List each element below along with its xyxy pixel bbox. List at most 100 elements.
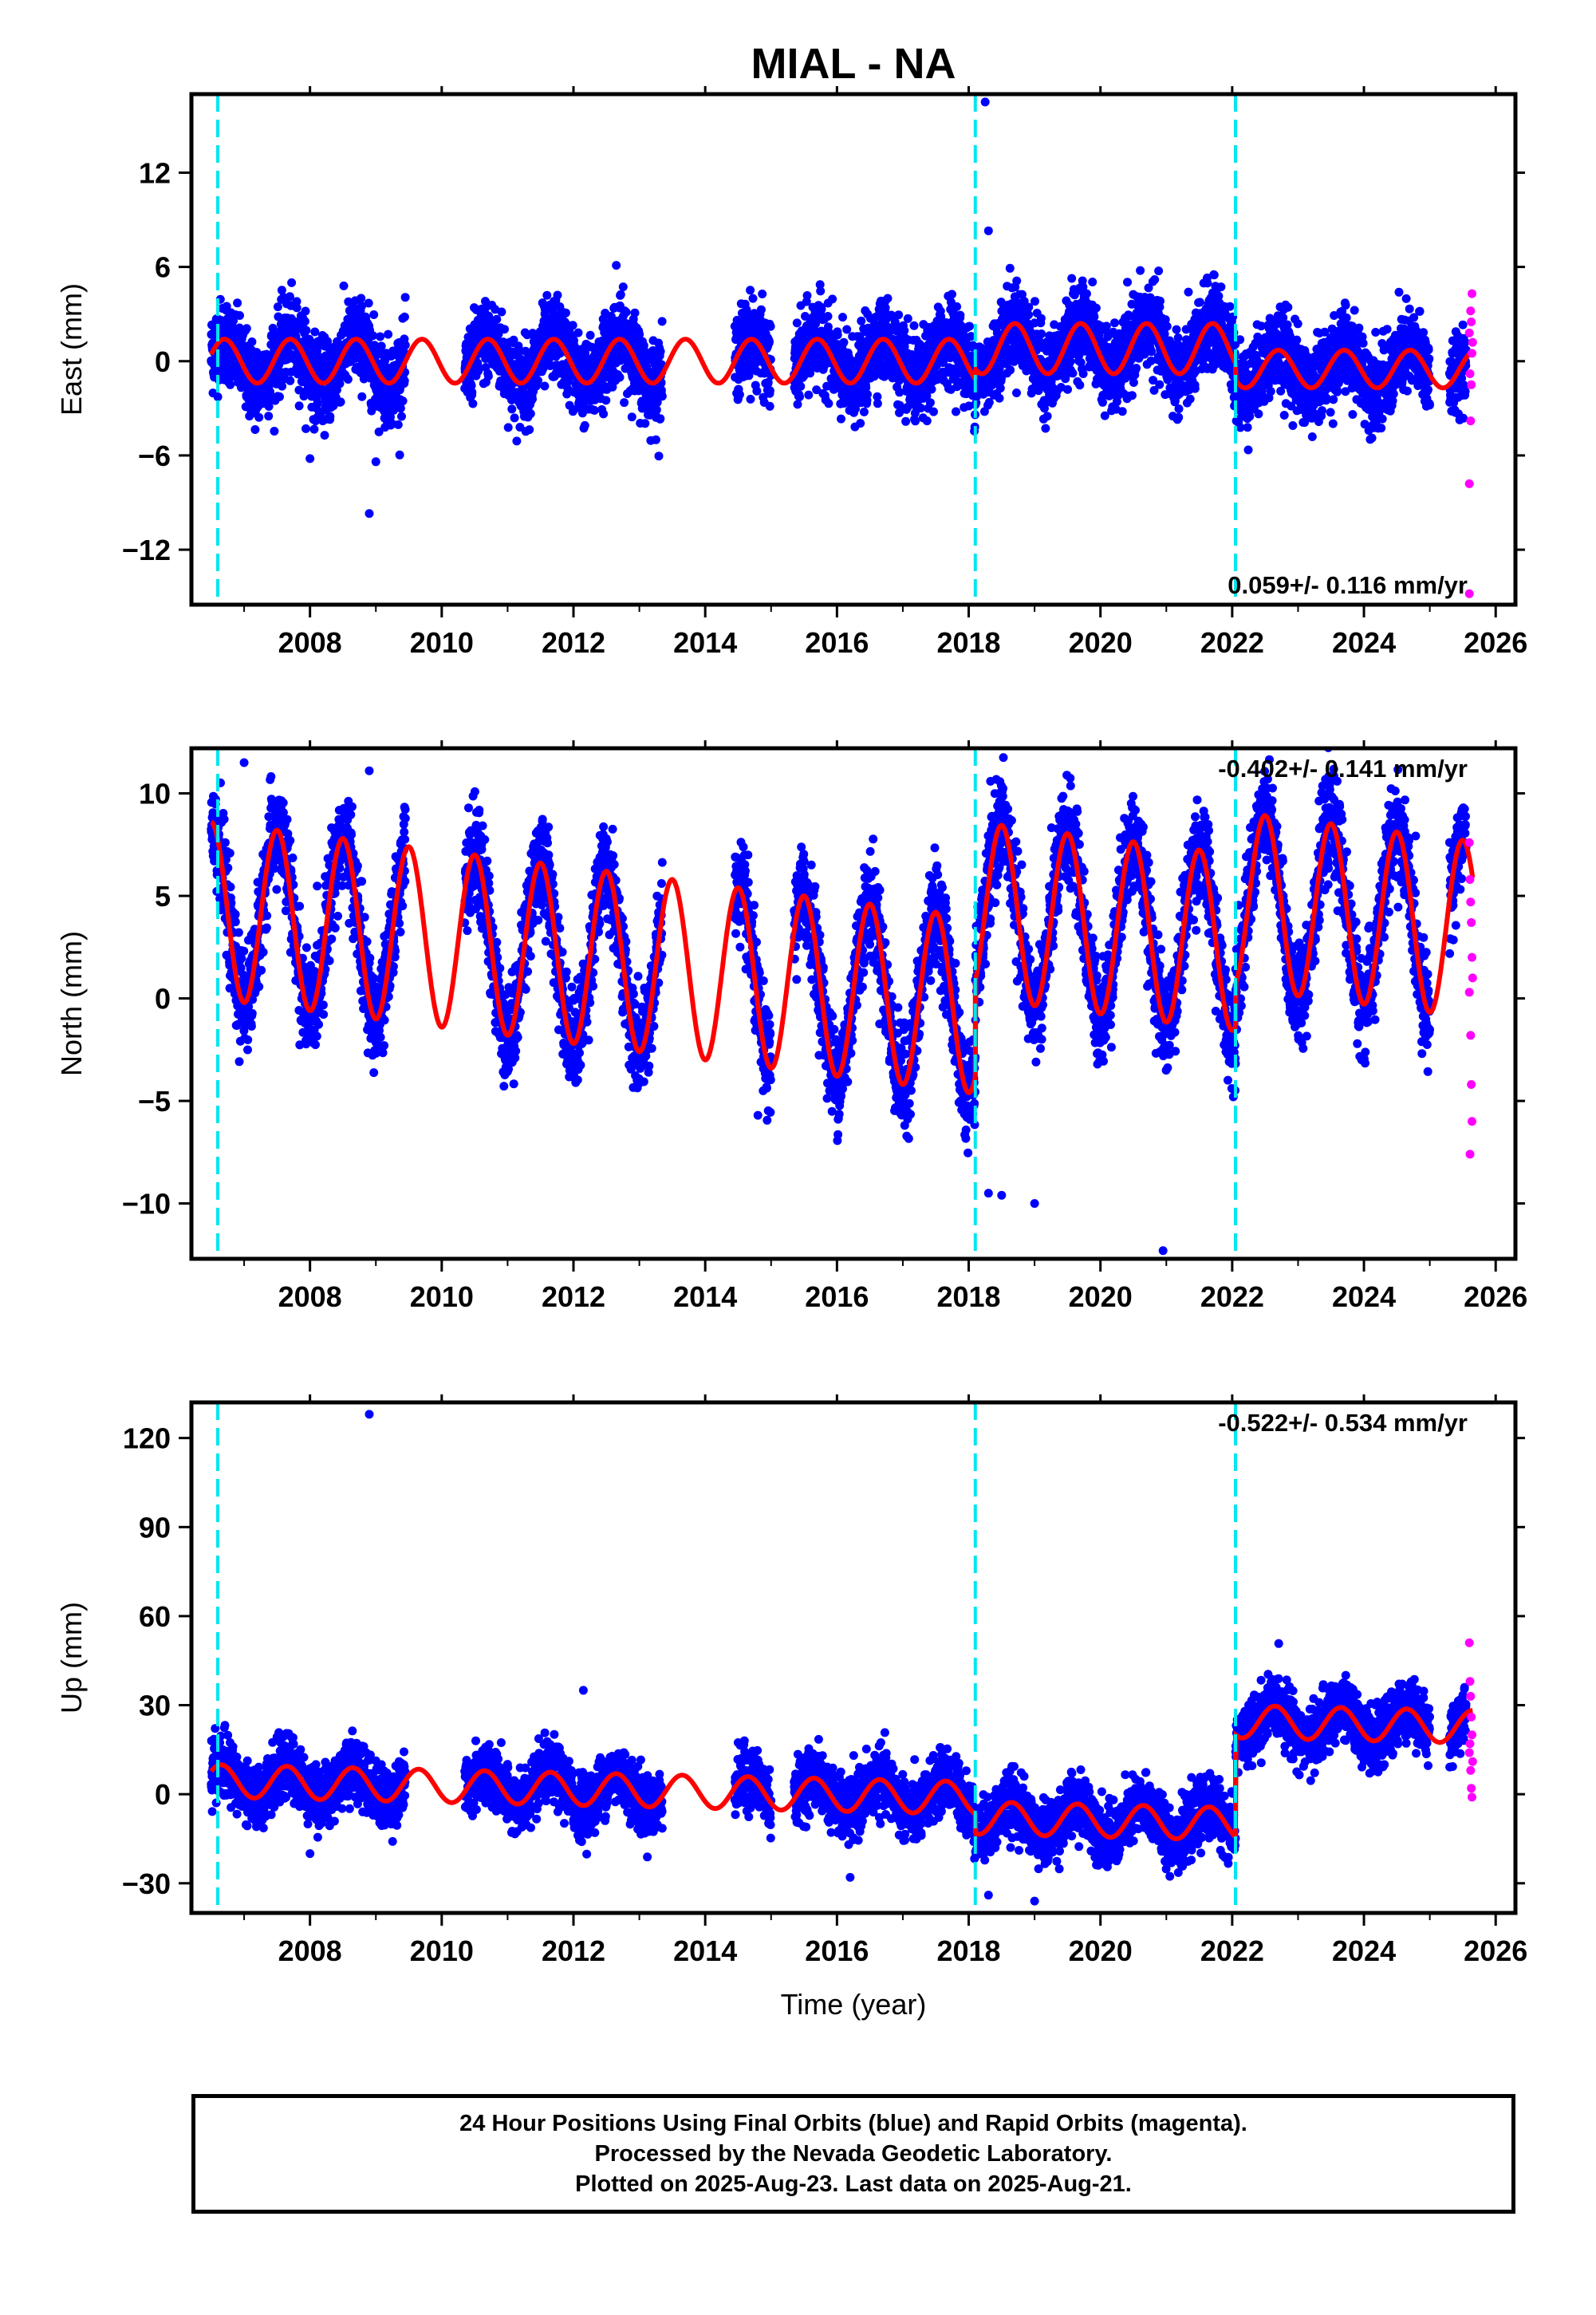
final-orbit-point [1037, 329, 1046, 338]
final-orbit-point [812, 385, 822, 395]
final-orbit-point [400, 341, 410, 350]
final-orbit-point [765, 386, 774, 396]
final-orbit-point [294, 385, 304, 395]
final-orbit-point [1127, 391, 1137, 400]
final-orbit-point [483, 372, 493, 381]
final-orbit-point [250, 425, 260, 434]
final-orbit-point [268, 323, 278, 333]
final-orbit-point [795, 392, 804, 401]
final-orbit-point [1031, 297, 1039, 306]
final-orbit-point [1076, 357, 1086, 367]
final-orbit-point [811, 319, 821, 329]
final-orbit-point [573, 328, 583, 337]
final-orbit-point [292, 297, 301, 306]
final-orbit-point [861, 383, 871, 392]
final-orbit-point [1203, 278, 1212, 288]
final-orbit-point [569, 405, 578, 414]
final-orbit-point [804, 390, 814, 400]
final-orbit-point [277, 286, 286, 295]
final-orbit-point [528, 394, 537, 404]
final-orbit-point [922, 416, 932, 426]
final-orbit-point [336, 397, 345, 407]
final-orbit-point [1066, 357, 1075, 366]
final-orbit-point [1012, 276, 1022, 286]
final-orbit-point [309, 424, 319, 434]
final-orbit-point [275, 392, 284, 401]
final-orbit-point [213, 392, 223, 401]
final-orbit-point [273, 302, 282, 312]
final-orbit-point [367, 406, 376, 416]
final-orbit-point [1078, 369, 1088, 378]
final-orbit-point [618, 282, 628, 292]
final-orbit-point [911, 416, 920, 426]
final-orbit-point [735, 390, 744, 400]
final-orbit-point [398, 396, 408, 406]
final-orbit-point [1074, 350, 1084, 360]
final-orbit-point [270, 427, 279, 436]
final-orbit-point [793, 400, 802, 409]
final-orbit-point [1136, 266, 1145, 275]
final-orbit-point [468, 399, 478, 408]
final-orbit-point [746, 394, 755, 404]
final-orbit-point [357, 392, 367, 401]
final-orbit-point [1098, 397, 1107, 407]
final-orbit-point [856, 419, 865, 428]
final-orbit-point [965, 321, 974, 331]
final-orbit-point [542, 290, 552, 300]
final-orbit-point [929, 407, 938, 416]
final-orbit-point [1243, 423, 1252, 432]
final-orbit-point [1024, 310, 1034, 320]
final-orbit-point [369, 310, 379, 319]
final-orbit-point [384, 329, 393, 339]
final-orbit-point [301, 306, 310, 316]
final-orbit-point [657, 392, 667, 401]
final-orbit-point [894, 310, 904, 320]
final-orbit-point [635, 329, 644, 339]
final-orbit-point [374, 427, 384, 436]
final-orbit-point [1195, 298, 1204, 307]
final-orbit-point [616, 290, 625, 299]
final-orbit-point [1100, 411, 1109, 420]
final-orbit-point [376, 332, 385, 341]
final-orbit-point [952, 302, 962, 311]
final-orbit-point [396, 404, 405, 413]
final-orbit-point [1149, 385, 1159, 395]
final-orbit-point [525, 425, 534, 435]
final-orbit-point [656, 347, 665, 357]
final-orbit-point [368, 331, 378, 341]
final-orbit-point [1132, 364, 1141, 373]
final-orbit-point [589, 405, 599, 415]
final-orbit-point [639, 341, 648, 350]
final-orbit-point [916, 404, 926, 412]
final-orbit-point [1082, 289, 1091, 298]
final-orbit-point [909, 321, 919, 330]
final-orbit-point [1091, 303, 1101, 313]
panels: 2008 2010 2012 2014 2016 2018 2020 2022 2024 2026… [55, 86, 1527, 2021]
final-orbit-point [925, 398, 935, 408]
final-orbit-point [1018, 290, 1027, 299]
final-orbit-point [1012, 388, 1021, 397]
final-orbit-point [1110, 318, 1119, 328]
final-orbit-point [1174, 404, 1184, 413]
final-orbit-point [763, 377, 773, 387]
final-orbit-point [657, 317, 667, 326]
final-orbit-point [329, 401, 338, 411]
final-orbit-point [400, 293, 410, 302]
final-orbit-point [1129, 378, 1138, 387]
final-orbit-point [615, 373, 625, 382]
final-orbit-point [1144, 283, 1153, 293]
final-orbit-point [806, 369, 815, 378]
final-orbit-point [475, 363, 484, 373]
final-orbit-point [1006, 365, 1015, 375]
final-orbit-point [828, 294, 837, 304]
final-orbit-point [997, 373, 1006, 383]
final-orbit-point [752, 386, 762, 396]
final-orbit-point [343, 375, 353, 384]
final-orbit-point [339, 281, 349, 290]
final-orbit-point [901, 416, 911, 426]
final-orbit-point [1209, 270, 1219, 280]
final-orbit-point [895, 400, 904, 410]
final-orbit-point [512, 436, 522, 446]
final-orbit-point [1184, 287, 1193, 297]
final-orbit-point [335, 379, 345, 388]
